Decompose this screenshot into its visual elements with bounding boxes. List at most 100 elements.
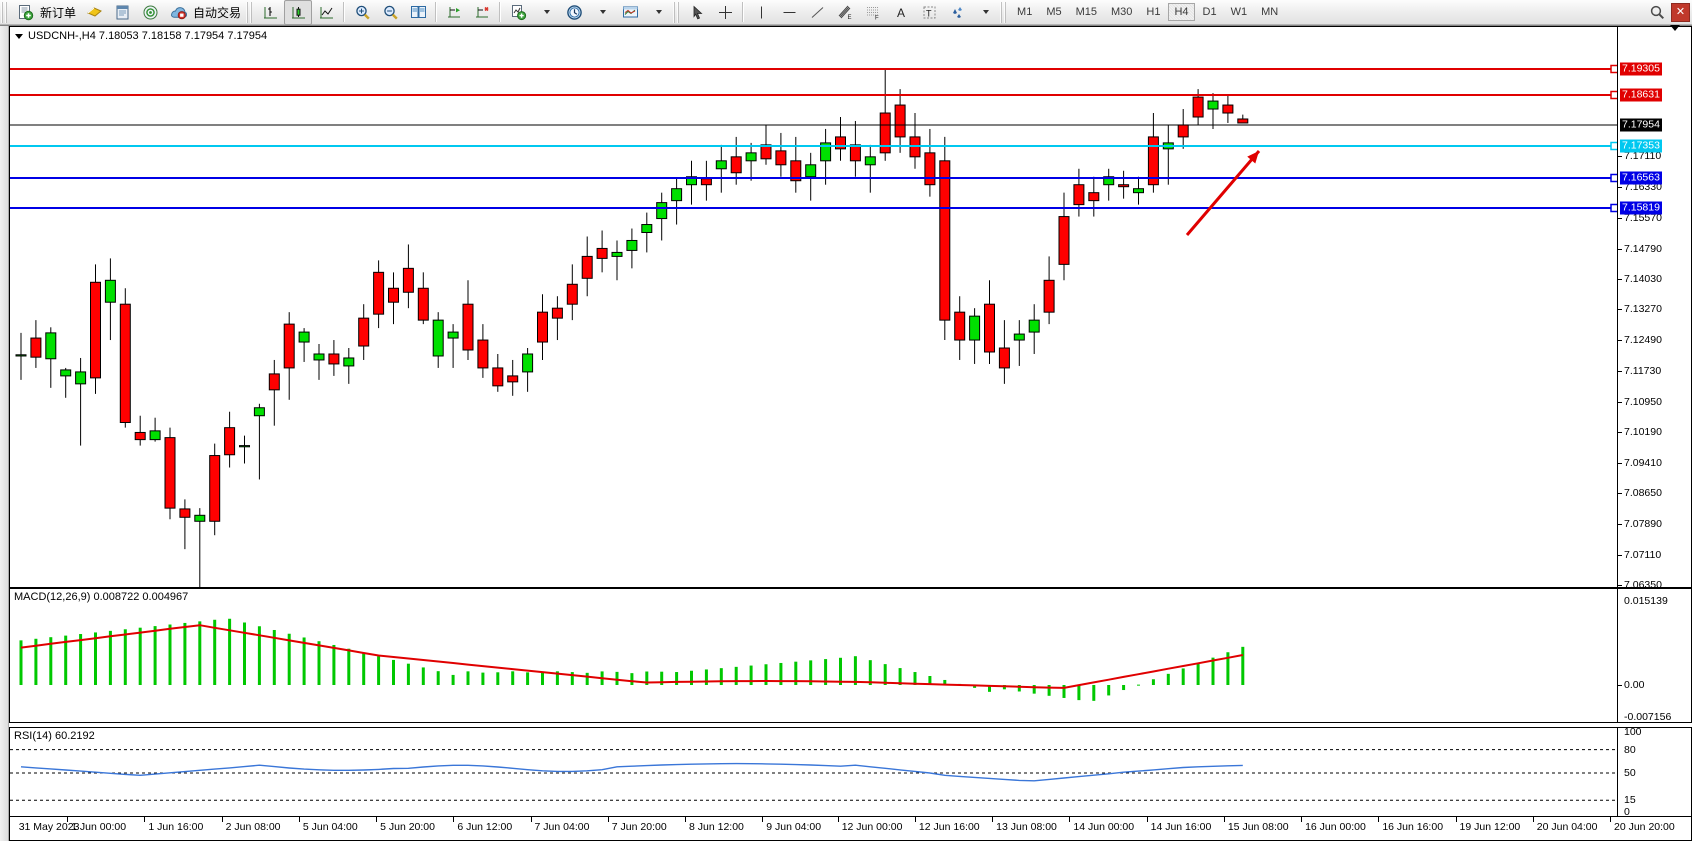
price-axis-tick [1618,585,1622,586]
indicators-dropdown-arrow[interactable] [532,0,560,25]
indicators-icon[interactable] [504,0,532,25]
auto-trading-label[interactable]: 自动交易 [193,5,242,20]
last-price-label[interactable]: 7.17954 [1620,118,1662,132]
time-axis-label: 2 Jun 08:00 [225,821,281,833]
time-axis-label: 5 Jun 04:00 [302,821,358,833]
chart-collapse-caret-icon[interactable] [1670,25,1680,31]
bar-chart-icon[interactable] [256,0,284,25]
time-axis-label: 31 May 2023 [18,821,80,833]
resistance-line-label[interactable]: 7.19305 [1620,62,1662,76]
timeframe-m1[interactable]: M1 [1017,6,1033,18]
objects-icon[interactable] [943,0,971,25]
equidistant-channel-icon[interactable]: E [831,0,859,25]
chart-plot-area: USDCNH-,H4 7.18053 7.18158 7.17954 7.179… [9,26,1692,841]
periods-icon[interactable] [560,0,588,25]
price-plot[interactable] [10,27,1617,587]
new-order-label[interactable]: 新订单 [40,5,77,20]
macd-axis-tick [1618,685,1622,686]
timeframe-group: M1 M5 M15 M30 H1 H4 D1 W1 MN [1010,3,1285,21]
toolbar-grip[interactable] [1,1,9,23]
templates-icon[interactable] [616,0,644,25]
timeframe-mn[interactable]: MN [1261,6,1279,18]
timeframe-h4[interactable]: H4 [1168,3,1195,21]
pivot-line-label[interactable]: 7.17353 [1620,139,1662,153]
timeframe-m5[interactable]: M5 [1046,6,1062,18]
fibonacci-retracement-icon[interactable]: F [859,0,887,25]
auto-trading-icon[interactable] [164,0,192,25]
time-axis-label: 20 Jun 20:00 [1614,821,1675,833]
toolbar-right-group: ✕ [1643,0,1692,25]
time-axis-tick [762,817,764,822]
auto-scroll-icon[interactable] [468,0,496,25]
rsi-svg [10,749,1617,801]
expert-advisors-icon[interactable] [80,0,108,25]
trendline-icon[interactable] [803,0,831,25]
text-label-icon[interactable]: T [915,0,943,25]
toolbar-separator-3 [499,2,502,22]
price-axis-tick-label: 7.13270 [1624,303,1662,316]
price-axis-tick-label: 7.11730 [1624,364,1662,377]
periods-dropdown-arrow[interactable] [588,0,616,25]
price-axis-tick-label: 7.07890 [1624,517,1662,530]
toolbar-separator [343,2,346,22]
close-icon[interactable]: ✕ [1671,2,1690,22]
macd-plot[interactable] [10,589,1617,722]
vertical-line-icon[interactable] [747,0,775,25]
macd-pane[interactable]: MACD(12,26,9) 0.008722 0.004967 0.015139… [9,588,1692,723]
text-icon[interactable]: A [887,0,915,25]
time-axis-label: 16 Jun 16:00 [1382,821,1444,833]
zoom-in-icon[interactable] [348,0,376,25]
price-axis[interactable]: 7.17110 7.16330 7.15570 7.14790 7.14030 7.132… [1617,27,1691,591]
toolbar-grip-3[interactable] [673,1,682,23]
resistance-line-label[interactable]: 7.18631 [1620,88,1662,102]
toolbar-grip-2[interactable] [246,1,255,23]
objects-dropdown-arrow[interactable] [971,0,999,25]
support-line-label[interactable]: 7.15819 [1620,201,1662,215]
price-pane[interactable]: USDCNH-,H4 7.18053 7.18158 7.17954 7.179… [9,26,1692,591]
toolbar-separator-2 [435,2,438,22]
rsi-axis-tick-label: 100 [1624,726,1642,738]
horizontal-line-icon[interactable] [775,0,803,25]
cursor-icon[interactable] [683,0,711,25]
time-axis-tick [1532,817,1534,822]
toolbar-grip-4[interactable] [1000,1,1009,23]
time-axis[interactable]: 31 May 2023 1 Jun 00:00 1 Jun 16:00 2 Jun 0… [9,817,1692,841]
price-axis-tick [1618,248,1622,250]
time-axis-label: 8 Jun 12:00 [689,821,744,833]
data-window-icon[interactable] [108,0,136,25]
time-axis-tick [1455,817,1457,822]
timeframe-m30[interactable]: M30 [1111,6,1133,18]
support-line-label[interactable]: 7.16563 [1620,171,1662,185]
svg-text:F: F [875,15,879,21]
price-axis-tick [1618,309,1622,311]
time-axis-label: 6 Jun 12:00 [457,821,513,833]
line-chart-icon[interactable] [312,0,340,25]
new-order-button[interactable] [11,0,39,25]
time-axis-tick [1378,817,1380,822]
price-axis-tick-label: 7.17110 [1624,150,1662,163]
market-watch-icon[interactable] [136,0,164,25]
search-icon[interactable] [1643,0,1671,25]
timeframe-d1[interactable]: D1 [1202,6,1217,18]
time-axis-label: 9 Jun 04:00 [766,821,822,833]
zoom-out-icon[interactable] [376,0,404,25]
price-axis-tick-label: 7.09410 [1624,457,1662,470]
rsi-pane[interactable]: RSI(14) 60.2192 100 80 50 15 0 [9,726,1692,818]
symbol-dropdown-icon[interactable] [15,34,23,39]
tile-windows-icon[interactable] [404,0,432,25]
rsi-label: RSI(14) 60.2192 [14,730,95,742]
candlestick-chart-icon[interactable] [284,0,313,25]
timeframe-h1[interactable]: H1 [1146,6,1161,18]
time-axis-label: 5 Jun 20:00 [380,821,435,833]
timeframe-m15[interactable]: M15 [1075,6,1097,18]
price-axis-tick [1618,432,1622,434]
price-axis-tick [1618,217,1622,219]
timeframe-w1[interactable]: W1 [1230,6,1248,18]
crosshair-icon[interactable] [711,0,739,25]
rsi-plot[interactable] [10,728,1617,816]
chart-shift-icon[interactable] [440,0,468,25]
price-axis-tick [1618,279,1622,281]
templates-dropdown-arrow[interactable] [644,0,672,25]
chart-vertical-scrollbar[interactable] [0,26,9,841]
price-axis-tick [1618,401,1622,403]
